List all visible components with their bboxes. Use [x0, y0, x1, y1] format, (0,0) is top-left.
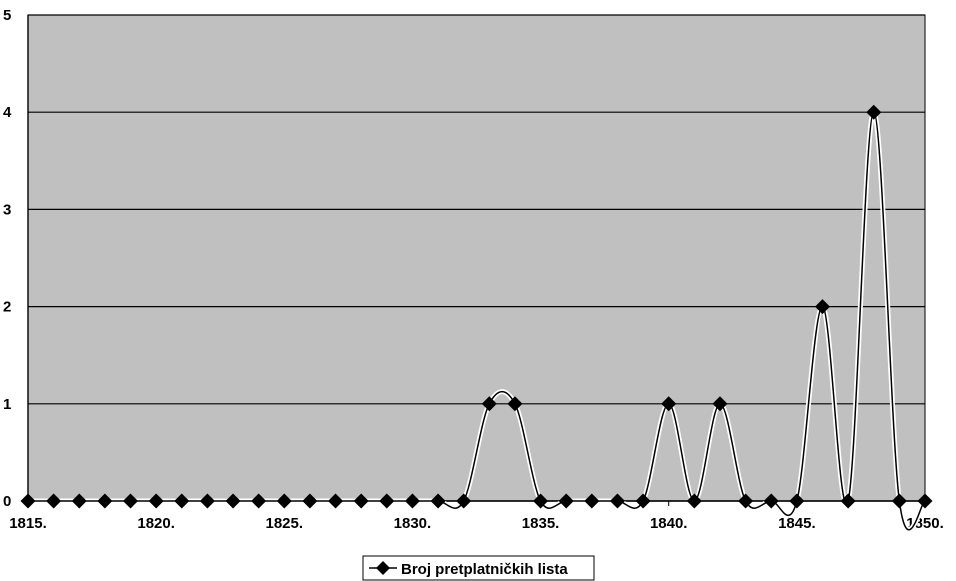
data-point: [20, 493, 36, 509]
data-point: [225, 493, 241, 509]
data-point: [840, 493, 856, 509]
data-point: [174, 493, 190, 509]
data-point: [507, 396, 523, 412]
data-point: [430, 493, 446, 509]
y-tick-label: 0: [3, 493, 11, 510]
x-axis: 1815. 1820. 1825. 1830. 1835. 1840. 1845. 1850.: [9, 500, 944, 532]
data-point: [686, 493, 702, 509]
data-point: [148, 493, 164, 509]
legend-diamond-icon: [376, 561, 390, 575]
series-layer: [20, 104, 933, 533]
legend-box: [362, 555, 595, 581]
data-point: [866, 104, 882, 120]
x-tick-label: 1820.: [137, 515, 175, 532]
plot-area: [27, 14, 926, 502]
x-tick-label: 1840.: [650, 515, 688, 532]
y-tick-label: 2: [3, 299, 11, 316]
legend-label: Broj pretplatničkih lista: [401, 561, 568, 578]
data-point: [917, 493, 933, 509]
y-axis: 0 1 2 3 4 5: [3, 7, 29, 510]
data-point: [763, 493, 779, 509]
y-tick-label: 3: [3, 201, 11, 218]
data-point: [379, 493, 395, 509]
data-point: [661, 396, 677, 412]
data-point: [276, 493, 292, 509]
x-tick-label: 1845.: [778, 515, 816, 532]
x-tick-label: 1815.: [9, 515, 47, 532]
x-tick-label: 1825.: [266, 515, 304, 532]
data-point: [46, 493, 62, 509]
data-point: [199, 493, 215, 509]
data-point: [789, 493, 805, 509]
data-point: [891, 493, 907, 509]
data-point: [251, 493, 267, 509]
data-point: [353, 493, 369, 509]
data-point: [814, 299, 830, 315]
data-point: [328, 493, 344, 509]
y-tick-label: 4: [3, 104, 12, 121]
data-point: [97, 493, 113, 509]
data-point: [533, 493, 549, 509]
data-point: [609, 493, 625, 509]
data-point: [738, 493, 754, 509]
data-point: [456, 493, 472, 509]
data-point: [302, 493, 318, 509]
data-point: [584, 493, 600, 509]
legend: Broj pretplatničkih lista: [362, 555, 595, 581]
data-point: [481, 396, 497, 412]
data-point: [558, 493, 574, 509]
y-tick-label: 5: [3, 7, 11, 24]
y-tick-label: 1: [3, 396, 11, 413]
x-tick-label: 1830.: [394, 515, 432, 532]
data-point: [635, 493, 651, 509]
data-point: [404, 493, 420, 509]
data-point: [712, 396, 728, 412]
data-point: [71, 493, 87, 509]
x-tick-label: 1835.: [522, 515, 560, 532]
data-point: [123, 493, 139, 509]
